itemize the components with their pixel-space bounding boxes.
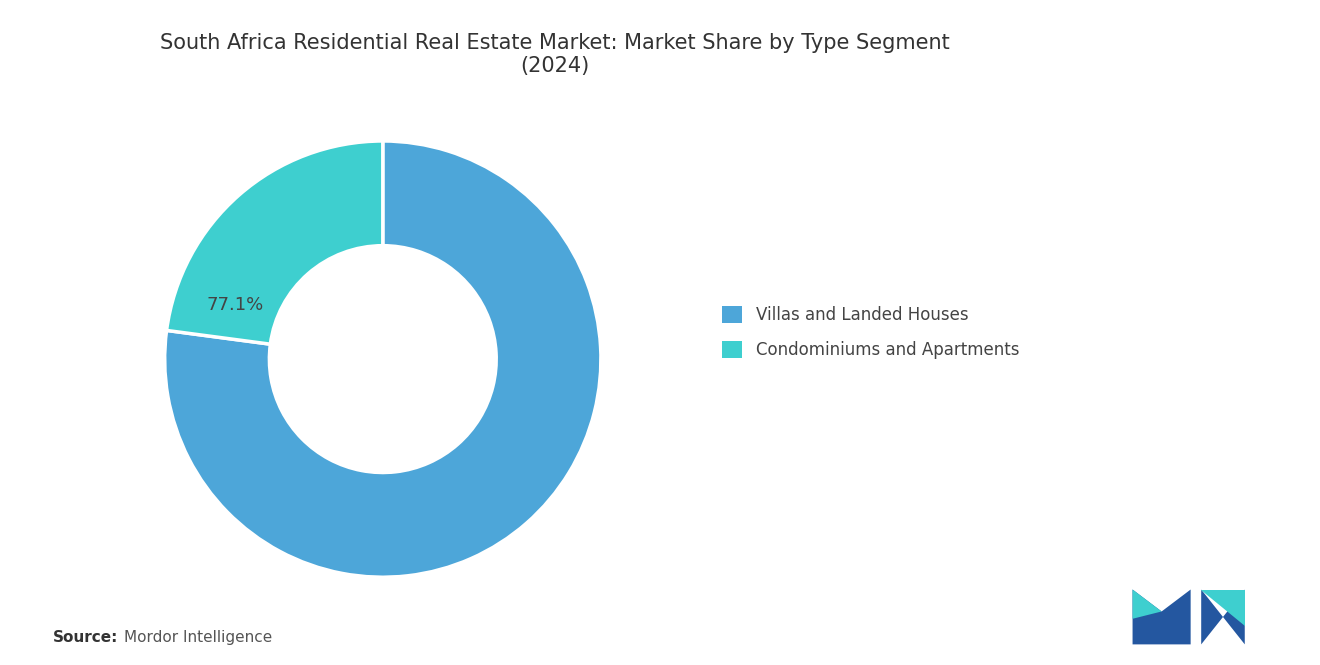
Wedge shape (166, 141, 383, 344)
Polygon shape (1201, 589, 1245, 644)
Polygon shape (1133, 589, 1162, 618)
Text: Source:: Source: (53, 630, 119, 645)
Legend: Villas and Landed Houses, Condominiums and Apartments: Villas and Landed Houses, Condominiums a… (722, 306, 1019, 359)
Text: 77.1%: 77.1% (207, 297, 264, 315)
Wedge shape (165, 141, 601, 577)
Text: Mordor Intelligence: Mordor Intelligence (124, 630, 272, 645)
Polygon shape (1201, 589, 1245, 626)
Text: South Africa Residential Real Estate Market: Market Share by Type Segment
(2024): South Africa Residential Real Estate Mar… (160, 33, 949, 76)
Polygon shape (1133, 589, 1191, 644)
